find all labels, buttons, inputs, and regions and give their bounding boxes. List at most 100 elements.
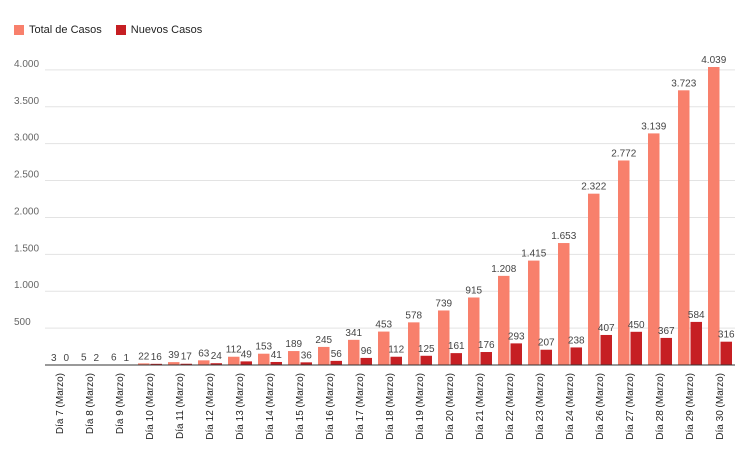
y-tick-label: 2.500 [14,170,39,181]
x-tick-label: Día 29 (Marzo) [685,373,696,440]
data-label-nuevos: 36 [301,350,313,361]
x-tick-label: Día 15 (Marzo) [295,373,306,440]
bar-total-casos [618,160,630,365]
legend-swatch-total [14,25,24,35]
data-label-total: 39 [168,350,180,361]
bar-total-casos [318,346,330,365]
bar-total-casos [198,360,210,365]
chart-legend: Total de Casos Nuevos Casos [14,24,216,36]
bar-total-casos [168,362,180,365]
x-tick-label: Día 12 (Marzo) [205,373,216,440]
x-tick-label: Día 14 (Marzo) [265,373,276,440]
legend-label-nuevos: Nuevos Casos [130,24,203,36]
data-label-total: 453 [375,320,392,331]
x-tick-label: Día 23 (Marzo) [535,373,546,440]
bar-nuevos-casos [360,357,372,365]
x-tick-label: Día 10 (Marzo) [145,373,156,440]
data-label-nuevos: 584 [688,310,705,321]
data-label-total: 6 [111,353,117,364]
data-label-total: 739 [435,298,452,309]
data-label-nuevos: 0 [63,353,69,364]
bar-total-casos [468,297,480,365]
bar-nuevos-casos [210,363,222,365]
y-tick-label: 500 [14,317,31,328]
x-tick-label: Día 21 (Marzo) [475,373,486,440]
data-label-nuevos: 96 [361,346,373,357]
y-tick-label: 4.000 [14,59,39,70]
bar-total-casos [138,363,150,365]
bar-nuevos-casos [390,356,402,365]
x-tick-label: Día 26 (Marzo) [595,373,606,440]
x-tick-label: Día 13 (Marzo) [235,373,246,440]
data-label-total: 189 [285,339,302,350]
bar-nuevos-casos [510,343,522,365]
data-label-total: 22 [138,351,150,362]
bar-nuevos-casos [330,360,342,365]
bar-nuevos-casos [690,321,702,365]
x-tick-label: Día 8 (Marzo) [85,373,96,434]
bar-total-casos [258,353,270,365]
data-label-nuevos: 238 [568,335,585,346]
bar-total-casos [498,275,510,365]
data-label-total: 245 [315,335,332,346]
x-tick-label: Día 7 (Marzo) [55,373,66,434]
legend-item-nuevos: Nuevos Casos [115,24,203,36]
data-label-total: 5 [81,353,87,364]
data-label-nuevos: 17 [181,352,193,363]
data-label-total: 1.208 [491,264,516,275]
y-tick-label: 3.000 [14,133,39,144]
data-label-total: 63 [198,348,210,359]
data-label-nuevos: 56 [331,349,343,360]
data-label-total: 1.415 [521,249,546,260]
bar-total-casos [558,243,570,365]
data-label-nuevos: 450 [628,320,645,331]
bar-total-casos [528,260,540,365]
data-label-total: 341 [345,328,362,339]
x-tick-label: Día 30 (Marzo) [715,373,726,440]
legend-label-total: Total de Casos [29,24,102,36]
bar-total-casos [588,193,600,365]
bar-nuevos-casos [660,337,672,365]
data-label-nuevos: 125 [418,344,435,355]
bar-nuevos-casos [240,361,252,365]
data-label-nuevos: 2 [93,353,99,364]
data-label-total: 4.039 [701,55,726,66]
data-label-total: 1.653 [551,231,576,242]
x-tick-label: Día 22 (Marzo) [505,373,516,440]
bar-total-casos [288,351,300,365]
data-label-total: 3.723 [671,78,696,89]
bar-nuevos-casos [420,355,432,365]
bar-nuevos-casos [450,353,462,365]
x-tick-label: Día 28 (Marzo) [655,373,666,440]
data-label-total: 915 [465,285,482,296]
data-label-total: 112 [226,345,242,356]
bar-total-casos [378,331,390,365]
bar-total-casos [708,67,720,365]
bar-total-casos [228,356,240,365]
x-tick-label: Día 24 (Marzo) [565,373,576,440]
x-tick-label: Día 27 (Marzo) [625,373,636,440]
y-tick-label: 3.500 [14,96,39,107]
data-label-nuevos: 293 [508,331,525,342]
x-tick-label: Día 9 (Marzo) [115,373,126,434]
data-label-total: 2.322 [581,182,606,193]
bar-nuevos-casos [540,349,552,365]
bar-nuevos-casos [300,362,312,365]
data-label-total: 153 [255,342,272,353]
bar-total-casos [438,310,450,365]
data-label-total: 3.139 [641,121,666,132]
data-label-nuevos: 407 [598,323,615,334]
data-label-total: 3 [51,353,57,364]
bar-nuevos-casos [570,347,582,365]
bar-total-casos [678,90,690,365]
bar-total-casos [648,133,660,365]
data-label-nuevos: 16 [151,352,163,363]
bar-nuevos-casos [480,352,492,365]
x-tick-label: Día 20 (Marzo) [445,373,456,440]
data-label-total: 2.772 [611,148,636,159]
y-tick-label: 2.000 [14,206,39,217]
x-tick-label: Día 17 (Marzo) [355,373,366,440]
bar-nuevos-casos [600,334,612,365]
data-label-nuevos: 367 [658,326,675,337]
